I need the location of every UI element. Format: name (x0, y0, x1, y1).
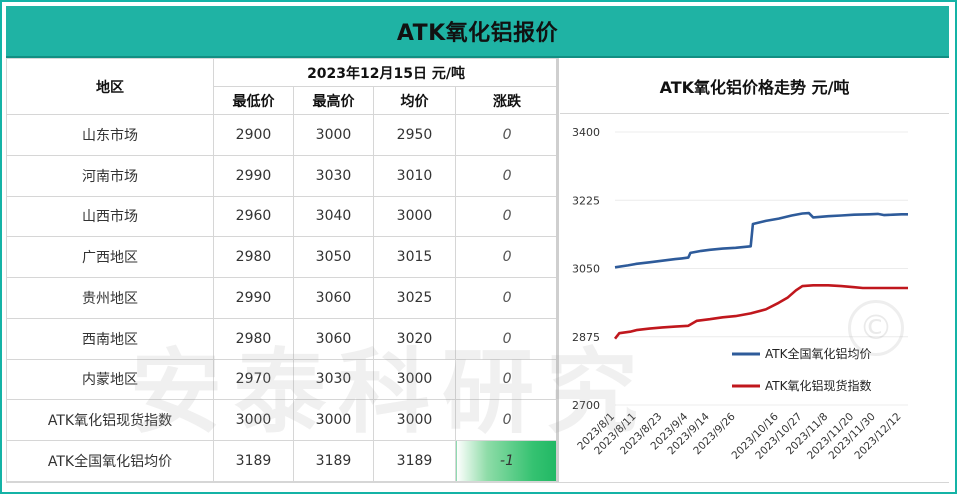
chart-title-cell: ATK氧化铝价格走势 元/吨 (560, 58, 949, 114)
table-row: 贵州地区 2990 3060 3025 0 (6, 277, 560, 319)
page-title: ATK氧化铝报价 (396, 21, 559, 46)
low-price-cell: 2970 (213, 358, 294, 401)
table-row: 广西地区 2980 3050 3015 0 (6, 236, 560, 279)
y-tick-label: 3400 (572, 126, 600, 139)
series-line-avg-price (614, 211, 908, 269)
avg-price-cell: 3000 (373, 399, 456, 442)
y-tick-label: 2700 (572, 399, 600, 412)
low-price-cell: 2960 (213, 195, 294, 238)
low-price-cell: 2980 (213, 317, 294, 360)
col-header-change: 涨跌 (454, 86, 560, 115)
change-cell: 0 (454, 358, 560, 401)
change-cell-down: -1 (454, 440, 560, 482)
legend-label: ATK全国氧化铝均价 (765, 346, 871, 361)
change-cell: 0 (454, 236, 560, 279)
region-cell: 河南市场 (6, 154, 214, 197)
low-price-cell: 3189 (213, 440, 294, 482)
low-price-cell: 2900 (213, 114, 294, 156)
avg-price-cell: 3010 (373, 154, 456, 197)
chart-title: ATK氧化铝价格走势 元/吨 (659, 77, 850, 97)
col-header-high: 最高价 (293, 86, 374, 115)
y-tick-label: 3050 (572, 263, 600, 276)
low-price-cell: 2990 (213, 277, 294, 319)
region-cell: 山东市场 (6, 114, 214, 156)
price-table: 地区 2023年12月15日 元/吨 最低价 最高价 均价 涨跌 山东市场 29… (6, 58, 560, 482)
y-tick-label: 3225 (572, 194, 600, 207)
region-cell: ATK氧化铝现货指数 (6, 399, 214, 442)
table-row: 山西市场 2960 3040 3000 0 (6, 195, 560, 238)
low-price-cell: 2990 (213, 154, 294, 197)
avg-price-cell: 3015 (373, 236, 456, 279)
avg-price-cell: 3189 (373, 440, 456, 482)
col-header-low: 最低价 (213, 86, 294, 115)
high-price-cell: 3030 (293, 154, 374, 197)
avg-price-cell: 3025 (373, 277, 456, 319)
avg-price-cell: 3000 (373, 358, 456, 401)
region-cell: 山西市场 (6, 195, 214, 238)
table-row: ATK全国氧化铝均价 3189 3189 3189 -1 (6, 440, 560, 482)
high-price-cell: 3060 (293, 277, 374, 319)
table-row: ATK氧化铝现货指数 3000 3000 3000 0 (6, 399, 560, 442)
region-cell: 广西地区 (6, 236, 214, 279)
change-cell: 0 (454, 114, 560, 156)
high-price-cell: 3060 (293, 317, 374, 360)
title-bar: ATK氧化铝报价 (6, 6, 949, 58)
change-cell: 0 (454, 277, 560, 319)
date-header: 2023年12月15日 元/吨 (212, 58, 560, 87)
high-price-cell: 3189 (293, 440, 374, 482)
high-price-cell: 3000 (293, 114, 374, 156)
low-price-cell: 2980 (213, 236, 294, 279)
series-line-spot-index (613, 284, 908, 340)
low-price-cell: 3000 (213, 399, 294, 442)
region-cell: ATK全国氧化铝均价 (6, 440, 214, 482)
table-row: 河南市场 2990 3030 3010 0 (6, 154, 560, 197)
high-price-cell: 3000 (293, 399, 374, 442)
high-price-cell: 3040 (293, 195, 374, 238)
region-cell: 西南地区 (6, 317, 214, 360)
avg-price-cell: 2950 (373, 114, 456, 156)
high-price-cell: 3050 (293, 236, 374, 279)
table-row: 内蒙地区 2970 3030 3000 0 (6, 358, 560, 401)
change-cell: 0 (454, 399, 560, 442)
y-tick-label: 2875 (572, 331, 600, 344)
price-trend-chart: 2700 2875 3050 3225 3400 2023/8/1 2023/8/11 202… (560, 114, 949, 482)
chart-svg: 270028753050322534002023/8/12023/8/11202… (572, 126, 908, 462)
change-cell: 0 (454, 154, 560, 197)
col-header-avg: 均价 (373, 86, 456, 115)
region-cell: 贵州地区 (6, 277, 214, 319)
change-cell: 0 (454, 317, 560, 360)
bottom-border (6, 482, 949, 490)
table-row: 山东市场 2900 3000 2950 0 (6, 114, 560, 156)
avg-price-cell: 3020 (373, 317, 456, 360)
region-cell: 内蒙地区 (6, 358, 214, 401)
panel-divider (556, 58, 559, 482)
region-header: 地区 (6, 58, 214, 115)
table-row: 西南地区 2980 3060 3020 0 (6, 317, 560, 360)
high-price-cell: 3030 (293, 358, 374, 401)
legend-label: ATK氧化铝现货指数 (765, 378, 871, 393)
change-cell: 0 (454, 195, 560, 238)
avg-price-cell: 3000 (373, 195, 456, 238)
